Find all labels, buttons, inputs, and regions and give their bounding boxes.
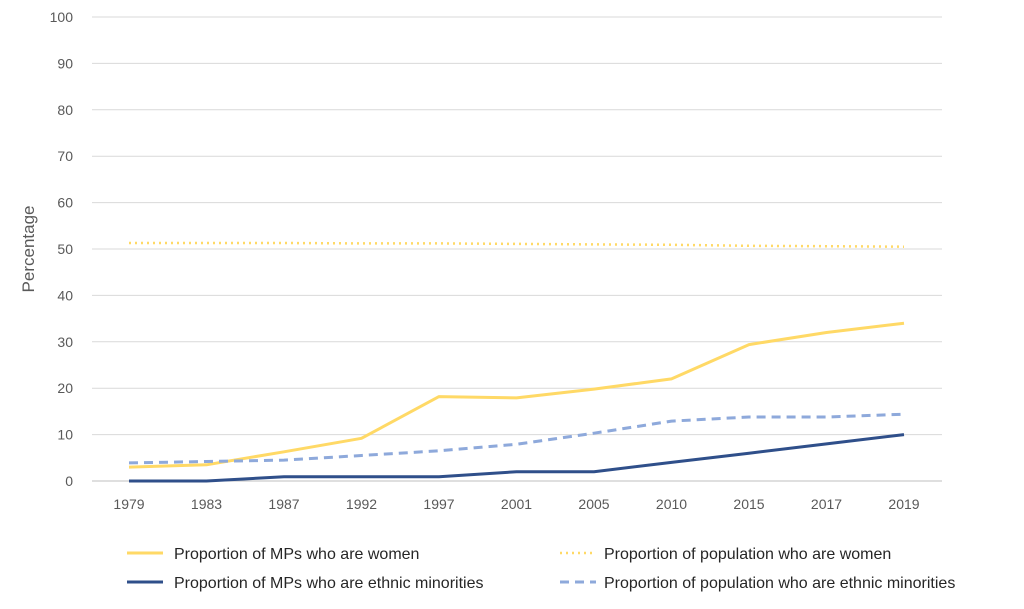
y-tick-label: 10	[57, 427, 73, 443]
series-line-4	[128, 412, 905, 465]
legend-label-1: Proportion of MPs who are women	[174, 546, 419, 563]
y-tick-label: 100	[50, 9, 74, 25]
y-tick-label: 30	[57, 334, 73, 350]
y-tick-label: 50	[57, 241, 73, 257]
x-tick-labels: 1979 1983 1987 1992 1997 2001 2005 2010 2015 2017…	[113, 496, 919, 512]
x-tick-label: 2010	[656, 496, 687, 512]
x-tick-label: 2001	[501, 496, 532, 512]
x-tick-label: 1979	[113, 496, 144, 512]
y-axis-title: Percentage	[19, 206, 38, 293]
x-tick-label: 2015	[733, 496, 764, 512]
series-line-3	[129, 433, 905, 483]
y-tick-label: 90	[57, 55, 73, 71]
x-tick-label: 1983	[191, 496, 222, 512]
legend-label-2: Proportion of population who are women	[604, 546, 891, 563]
y-tick-label: 0	[65, 473, 73, 489]
y-tick-labels: 0 10 20 30 40 50 60 70 80 90 100	[50, 9, 74, 489]
x-tick-label: 1992	[346, 496, 377, 512]
x-tick-label: 2005	[578, 496, 609, 512]
x-tick-label: 1997	[423, 496, 454, 512]
series-line-1	[128, 321, 905, 469]
y-tick-label: 60	[57, 195, 73, 211]
legend-label-3: Proportion of MPs who are ethnic minorit…	[174, 575, 483, 592]
y-tick-label: 80	[57, 102, 73, 118]
y-tick-label: 40	[57, 287, 73, 303]
legend-label-4: Proportion of population who are ethnic …	[604, 575, 955, 592]
y-tick-label: 20	[57, 380, 73, 396]
gridlines	[92, 16, 942, 482]
y-tick-label: 70	[57, 148, 73, 164]
series-lines	[128, 241, 905, 483]
legend: Proportion of MPs who are women Proportio…	[127, 546, 955, 592]
x-tick-label: 2019	[888, 496, 919, 512]
x-tick-label: 1987	[268, 496, 299, 512]
series-line-2	[129, 241, 905, 248]
x-tick-label: 2017	[811, 496, 842, 512]
